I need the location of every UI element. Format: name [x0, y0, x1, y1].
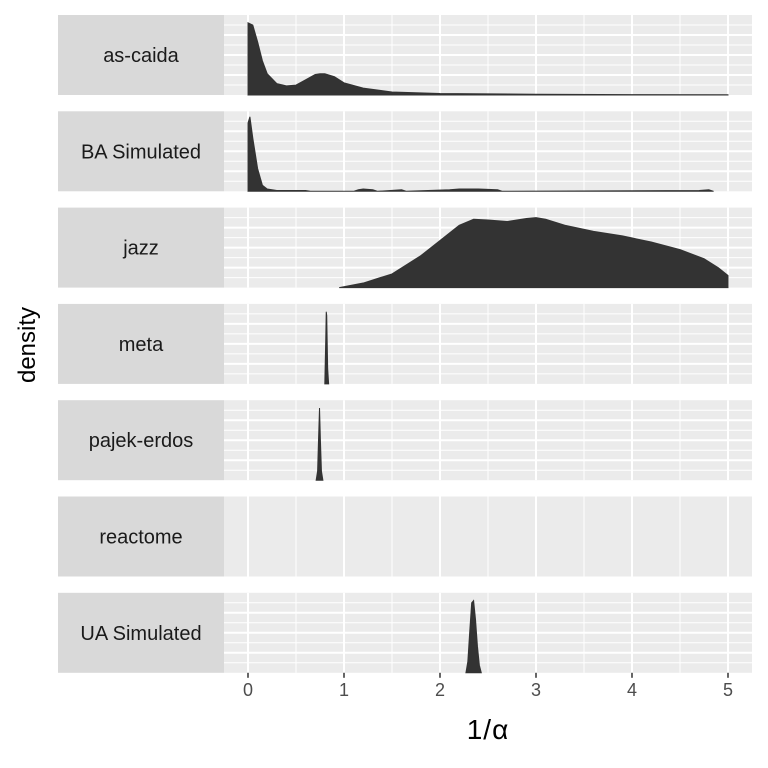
density-area	[339, 217, 729, 289]
density-area	[324, 311, 330, 385]
x-tick-label: 0	[243, 680, 253, 700]
facet-strip-label: meta	[119, 334, 164, 356]
y-axis-title: density	[0, 300, 60, 390]
facet-strip-label: pajek-erdos	[89, 430, 194, 452]
facet-strip-label: reactome	[99, 527, 182, 549]
y-axis-title-text: density	[14, 306, 41, 384]
facet-strip	[58, 15, 224, 95]
x-tick-label: 3	[531, 680, 541, 700]
facet-strip	[58, 592, 224, 673]
facet-strip	[58, 111, 224, 192]
x-axis-title: 1/α	[466, 714, 510, 745]
density-area	[247, 116, 714, 192]
x-tick-label: 5	[723, 680, 733, 700]
facet-strip	[58, 400, 224, 481]
facet-strip-label: UA Simulated	[80, 623, 201, 645]
density-area	[247, 22, 729, 96]
facet-strip	[58, 303, 224, 384]
facet-strip-label: BA Simulated	[81, 141, 201, 163]
x-tick-label: 4	[627, 680, 637, 700]
facet-strip-label: jazz	[122, 238, 159, 260]
facet-strip-label: as-caida	[103, 45, 179, 67]
x-tick-label: 2	[435, 680, 445, 700]
facet-strip	[58, 207, 224, 288]
x-tick-label: 1	[339, 680, 349, 700]
facet-strip	[58, 496, 224, 577]
density-area	[465, 599, 482, 674]
density-area	[315, 407, 324, 481]
